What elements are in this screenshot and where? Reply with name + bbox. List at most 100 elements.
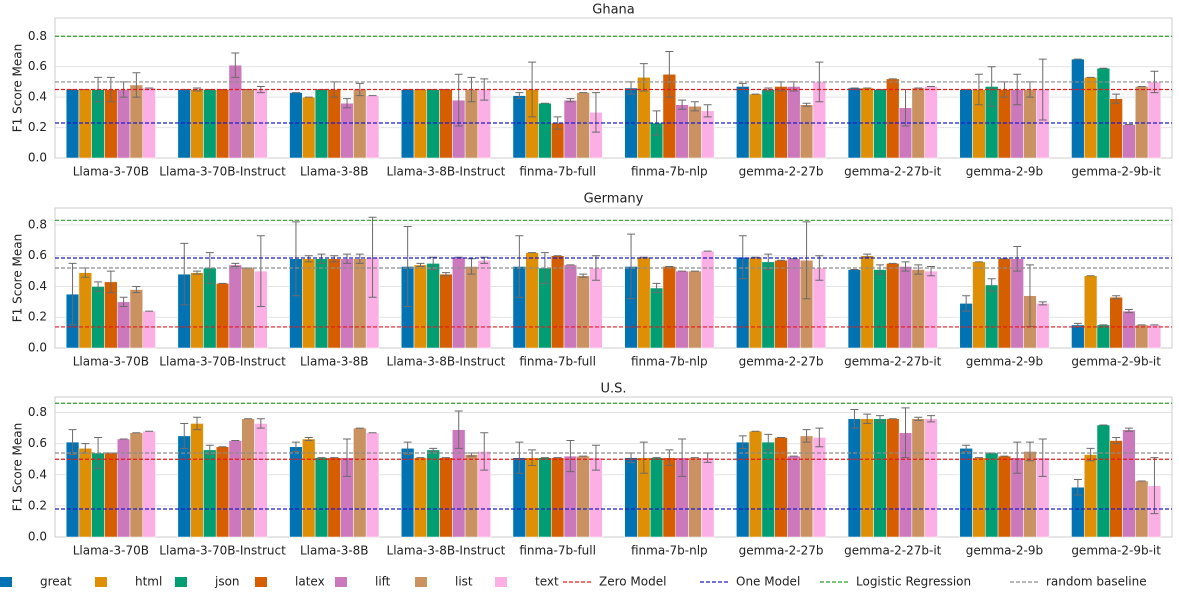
error-bar <box>403 441 412 456</box>
bar <box>426 263 440 349</box>
error-bar <box>368 216 377 298</box>
error-bar <box>343 438 352 477</box>
error-bar <box>68 262 77 326</box>
bar <box>190 272 204 349</box>
legend-label: random baseline <box>1046 575 1147 589</box>
error-bar <box>454 410 463 449</box>
legend-label: One Model <box>736 575 800 589</box>
bar <box>997 258 1012 349</box>
error-bar <box>863 253 872 258</box>
error-bar <box>802 429 811 443</box>
bar <box>340 102 354 159</box>
bar <box>129 432 144 538</box>
bar <box>401 448 415 538</box>
bar <box>748 256 763 349</box>
y-tick-label: 0.6 <box>28 59 47 73</box>
bar <box>701 110 715 159</box>
bar <box>1135 324 1149 349</box>
bar <box>576 455 590 538</box>
bar <box>662 266 676 349</box>
bar <box>799 435 814 538</box>
error-bar <box>962 444 971 452</box>
bar <box>525 457 539 538</box>
y-tick-label: 0.0 <box>28 341 47 355</box>
x-tick-label: gemma-2-27b <box>739 165 824 179</box>
y-tick-label: 0.4 <box>28 90 47 104</box>
bar <box>302 258 316 349</box>
x-tick-label: Llama-3-8B-Instruct <box>387 355 506 369</box>
bar <box>203 89 217 159</box>
bar <box>538 457 552 538</box>
error-bar <box>764 433 773 451</box>
error-bar <box>193 270 202 275</box>
bar <box>452 256 466 349</box>
legend-label: list <box>455 575 473 589</box>
bar <box>302 438 316 538</box>
bar <box>413 457 428 538</box>
bar <box>353 89 367 159</box>
error-bar <box>738 435 747 449</box>
error-bar <box>256 418 265 429</box>
x-tick-label: Llama-3-8B <box>300 165 369 179</box>
bar <box>289 446 303 538</box>
bar <box>886 78 900 159</box>
bar <box>563 99 578 159</box>
x-tick-label: Llama-3-70B-Instruct <box>159 355 286 369</box>
bar <box>340 258 354 349</box>
bar <box>78 272 92 349</box>
y-tick-label: 0.4 <box>28 467 47 481</box>
bar <box>314 258 329 349</box>
legend-swatch <box>255 577 267 587</box>
y-tick-label: 0.4 <box>28 279 47 293</box>
bar <box>911 269 925 349</box>
bar <box>873 418 887 538</box>
bar <box>675 270 689 349</box>
legend-swatch <box>415 577 427 587</box>
x-tick-label: finma-7b-full <box>519 165 596 179</box>
bar <box>327 89 341 159</box>
x-tick-label: Llama-3-70B-Instruct <box>159 165 286 179</box>
bar <box>1096 324 1111 349</box>
bar <box>241 89 255 159</box>
error-bar <box>304 255 313 263</box>
bar <box>1135 86 1149 159</box>
error-bar <box>639 63 648 92</box>
error-bar <box>343 98 352 109</box>
bar <box>177 89 191 159</box>
bar <box>972 261 986 349</box>
bar <box>774 260 788 349</box>
error-bar <box>1150 457 1159 515</box>
bar <box>662 457 676 538</box>
error-bar <box>553 116 562 130</box>
error-bar <box>639 441 648 474</box>
bar <box>78 448 92 538</box>
bar <box>203 449 217 538</box>
bar <box>1147 81 1162 159</box>
bar <box>748 93 763 159</box>
chart-title: U.S. <box>600 382 626 397</box>
bar <box>190 423 204 538</box>
error-bar <box>591 444 600 471</box>
bar <box>353 258 367 349</box>
bar <box>289 92 303 159</box>
error-bar <box>1124 427 1133 432</box>
error-bar <box>1038 438 1047 477</box>
bar <box>972 457 986 538</box>
bar <box>190 89 204 159</box>
error-bar <box>764 253 773 271</box>
bar <box>65 441 80 538</box>
error-bar <box>901 407 910 459</box>
bar <box>401 89 415 159</box>
bar <box>985 284 999 349</box>
legend-swatch <box>495 577 507 587</box>
error-bar <box>863 413 872 424</box>
bar <box>228 264 242 349</box>
x-tick-label: Llama-3-70B <box>73 165 149 179</box>
bar <box>1147 324 1162 349</box>
x-tick-label: finma-7b-nlp <box>631 544 708 558</box>
plot-frame <box>54 207 1173 349</box>
error-bar <box>106 270 115 294</box>
bar <box>1036 303 1050 349</box>
bar <box>1071 58 1085 159</box>
bar <box>924 418 938 538</box>
